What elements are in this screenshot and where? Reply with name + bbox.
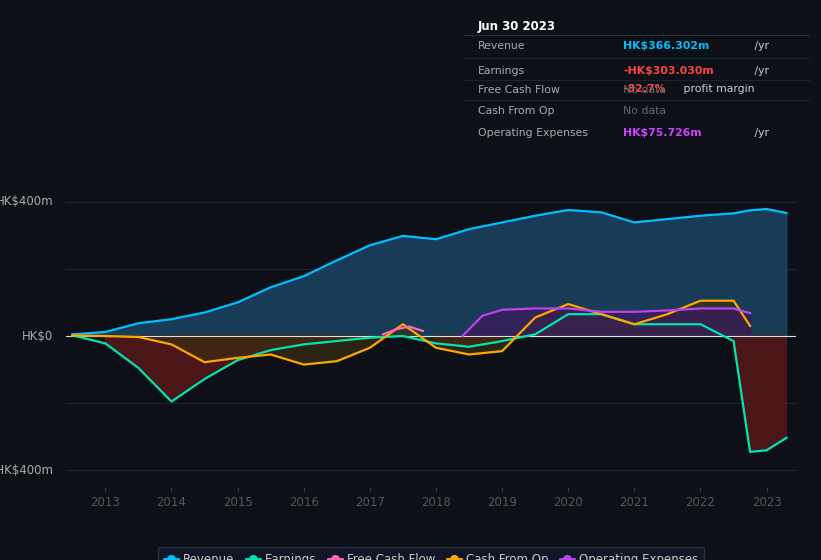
Text: Revenue: Revenue [478,41,525,51]
Text: -HK$400m: -HK$400m [0,464,53,477]
Text: Operating Expenses: Operating Expenses [478,128,588,138]
Text: /yr: /yr [751,66,769,76]
Text: /yr: /yr [751,128,769,138]
Text: Jun 30 2023: Jun 30 2023 [478,20,556,33]
Legend: Revenue, Earnings, Free Cash Flow, Cash From Op, Operating Expenses: Revenue, Earnings, Free Cash Flow, Cash … [158,548,704,560]
Text: HK$0: HK$0 [22,329,53,343]
Text: No data: No data [623,85,666,95]
Text: Free Cash Flow: Free Cash Flow [478,85,560,95]
Text: profit margin: profit margin [681,84,754,94]
Text: -HK$303.030m: -HK$303.030m [623,66,714,76]
Text: HK$366.302m: HK$366.302m [623,41,709,51]
Text: Cash From Op: Cash From Op [478,106,554,116]
Text: HK$400m: HK$400m [0,195,53,208]
Text: HK$75.726m: HK$75.726m [623,128,702,138]
Text: /yr: /yr [751,41,769,51]
Text: Earnings: Earnings [478,66,525,76]
Text: No data: No data [623,106,666,116]
Text: -82.7%: -82.7% [623,84,666,94]
